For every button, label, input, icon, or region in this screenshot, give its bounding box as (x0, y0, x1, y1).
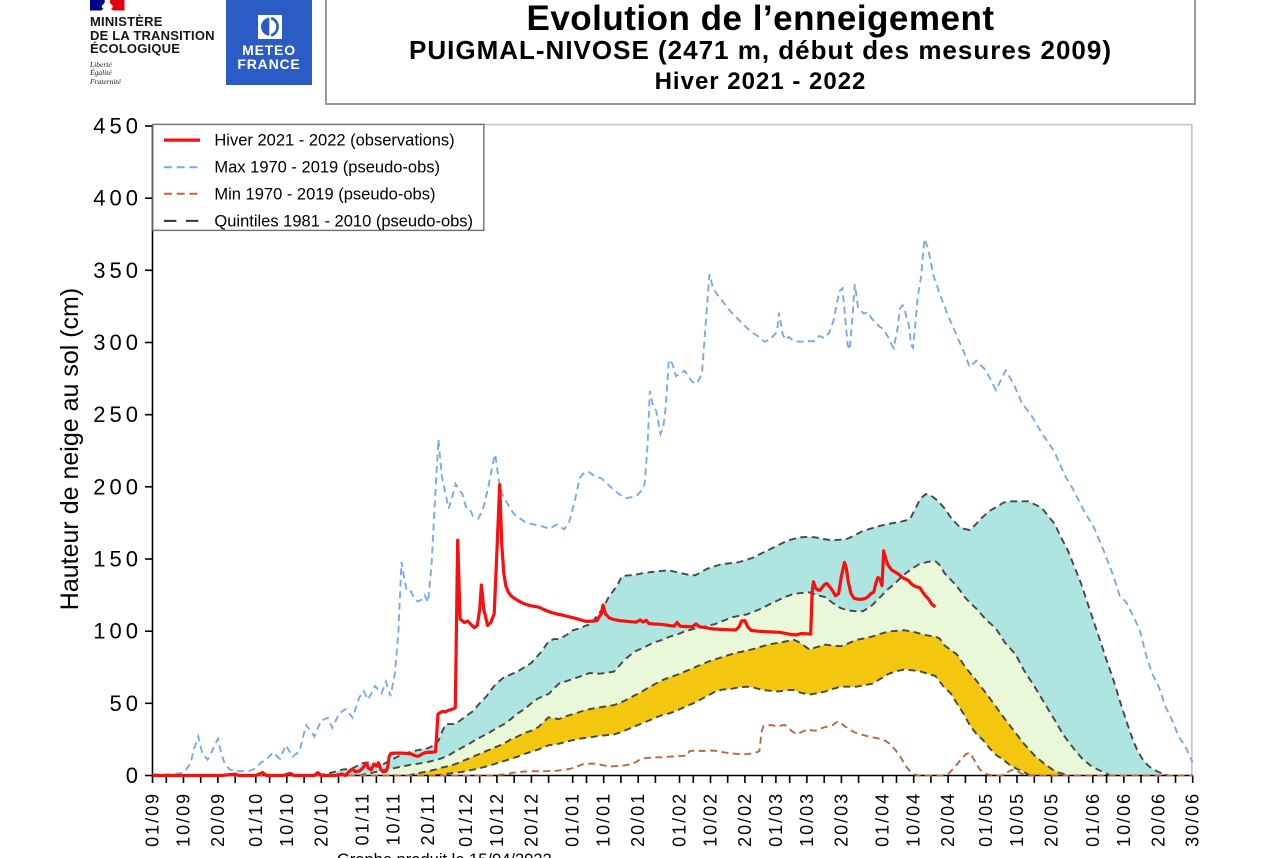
svg-text:20/03: 20/03 (831, 792, 851, 847)
svg-text:10/04: 10/04 (904, 792, 924, 847)
svg-text:20/09: 20/09 (208, 792, 228, 847)
svg-text:01/01: 01/01 (563, 792, 583, 847)
svg-text:Quintiles 1981 - 2010 (pseudo-: Quintiles 1981 - 2010 (pseudo-obs) (214, 212, 473, 230)
svg-text:20/01: 20/01 (628, 792, 648, 847)
svg-text:Hauteur de neige au sol (cm): Hauteur de neige au sol (cm) (56, 288, 84, 610)
svg-text:01/09: 01/09 (143, 792, 163, 847)
svg-text:Max 1970 - 2019 (pseudo-obs): Max 1970 - 2019 (pseudo-obs) (214, 159, 440, 177)
svg-text:10/06: 10/06 (1114, 792, 1134, 847)
svg-text:400: 400 (93, 186, 142, 211)
svg-text:0: 0 (126, 763, 142, 788)
svg-text:Graphe produit le 15/04/2022: Graphe produit le 15/04/2022 (337, 851, 552, 858)
svg-text:01/11: 01/11 (353, 792, 373, 846)
svg-text:20/12: 20/12 (521, 792, 541, 847)
svg-text:10/02: 10/02 (701, 792, 721, 847)
svg-text:01/05: 01/05 (976, 792, 996, 847)
svg-text:10/09: 10/09 (174, 792, 194, 847)
svg-text:20/06: 20/06 (1148, 792, 1168, 847)
svg-text:20/02: 20/02 (735, 792, 755, 847)
svg-text:20/04: 20/04 (938, 792, 958, 847)
svg-text:10/10: 10/10 (277, 792, 297, 847)
svg-text:01/10: 01/10 (246, 792, 266, 847)
svg-text:01/04: 01/04 (873, 792, 893, 847)
svg-text:01/06: 01/06 (1083, 792, 1103, 847)
svg-text:30/06: 30/06 (1183, 792, 1203, 847)
svg-text:50: 50 (110, 691, 142, 716)
svg-text:01/02: 01/02 (670, 792, 690, 847)
svg-text:20/05: 20/05 (1042, 792, 1062, 847)
svg-text:10/12: 10/12 (487, 792, 507, 847)
svg-text:20/10: 20/10 (311, 792, 331, 847)
svg-text:200: 200 (93, 474, 142, 499)
svg-text:01/12: 01/12 (456, 792, 476, 847)
svg-text:450: 450 (93, 114, 142, 139)
svg-text:350: 350 (93, 258, 142, 283)
svg-text:Min 1970 - 2019 (pseudo-obs): Min 1970 - 2019 (pseudo-obs) (214, 185, 435, 203)
svg-text:01/03: 01/03 (766, 792, 786, 847)
svg-text:250: 250 (93, 402, 142, 427)
svg-text:300: 300 (93, 330, 142, 355)
svg-text:10/01: 10/01 (594, 792, 614, 847)
svg-text:10/11: 10/11 (384, 792, 404, 846)
svg-text:100: 100 (93, 619, 142, 644)
svg-text:10/05: 10/05 (1007, 792, 1027, 847)
svg-text:150: 150 (93, 547, 142, 572)
svg-text:20/11: 20/11 (418, 792, 438, 846)
svg-text:10/03: 10/03 (797, 792, 817, 847)
svg-text:Hiver 2021 - 2022 (observation: Hiver 2021 - 2022 (observations) (214, 132, 454, 150)
